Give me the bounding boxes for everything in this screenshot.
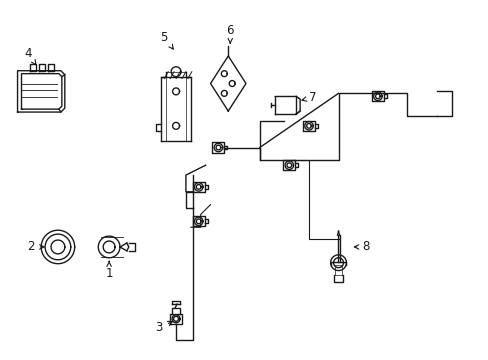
Text: 7: 7: [302, 91, 316, 104]
Text: 6: 6: [226, 24, 233, 43]
Text: 2: 2: [27, 240, 44, 253]
Text: 8: 8: [354, 240, 369, 253]
Text: 5: 5: [160, 31, 173, 49]
Text: 1: 1: [105, 261, 113, 280]
Text: 4: 4: [24, 48, 37, 66]
Text: 3: 3: [155, 321, 172, 334]
